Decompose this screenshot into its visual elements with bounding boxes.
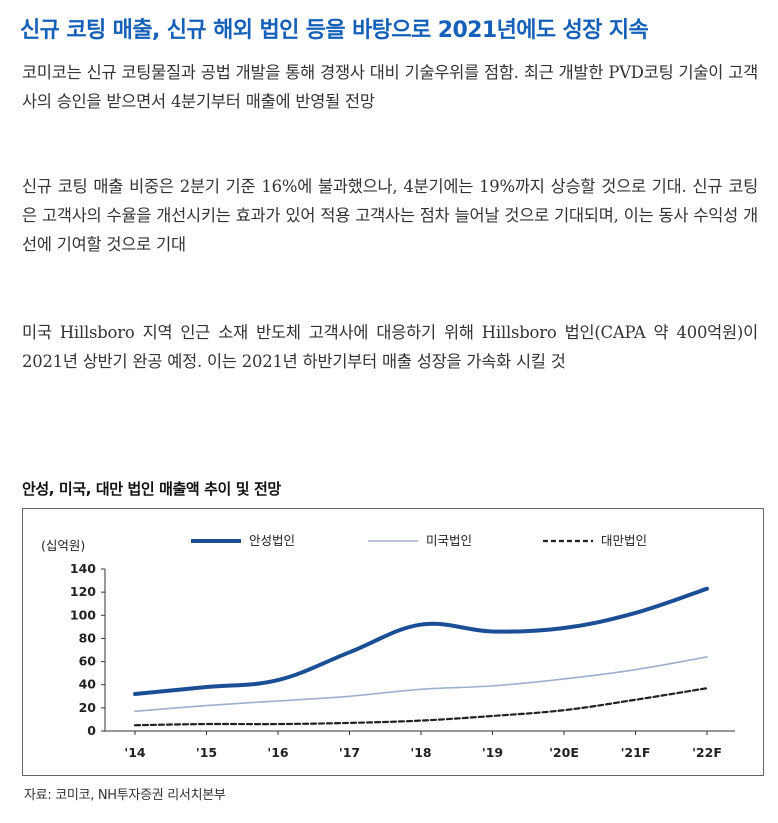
paragraph-1: 코미코는 신규 코팅물질과 공법 개발을 통해 경쟁사 대비 기술우위를 점함.… [22,63,758,111]
y-tick-label: 80 [79,630,97,645]
x-tick-label: '21F [621,745,651,760]
y-tick-label: 40 [79,677,97,692]
headline: 신규 코팅 매출, 신규 해외 법인 등을 바탕으로 2021년에도 성장 지속 [20,18,649,43]
legend-label-3: 대만법인 [601,533,647,548]
x-tick-label: '20E [549,745,579,760]
y-tick-label: 140 [70,561,96,576]
y-tick-label: 0 [87,723,96,738]
paragraph-3: 미국 Hillsboro 지역 인근 소재 반도체 고객사에 대응하기 위해 H… [22,323,758,371]
y-tick-label: 100 [70,607,96,622]
y-tick-label: 60 [79,654,97,669]
x-tick-label: '16 [267,745,289,760]
legend-label-1: 안성법인 [249,533,295,548]
x-tick-label: '17 [339,745,360,760]
x-tick-label: '14 [124,745,146,760]
x-tick-label: '15 [196,745,217,760]
line-chart: (십억원) 0 20 40 60 80 100 120 140 '14 '15 '16 '17 '18 '1… [41,533,735,760]
legend-label-2: 미국법인 [426,533,472,548]
series-line-1 [133,586,709,696]
series-line-3 [133,687,709,727]
y-tick-label: 20 [79,700,97,715]
y-axis-unit-label: (십억원) [41,538,85,553]
chart-frame: (십억원) 0 20 40 60 80 100 120 140 '14 '15 '16 '17 '18 '1… [22,508,764,776]
x-tick-label: '18 [410,745,431,760]
chart-title: 안성, 미국, 대만 법인 매출액 추이 및 전망 [22,480,281,498]
y-tick-label: 120 [70,584,96,599]
series-line-2 [134,656,708,713]
paragraph-2: 신규 코팅 매출 비중은 2분기 기준 16%에 불과했으나, 4분기에는 19… [22,177,758,254]
x-tick-label: '19 [482,745,503,760]
x-tick-label: '22F [692,745,722,760]
source-note: 자료: 코미코, NH투자증권 리서치본부 [24,788,226,803]
